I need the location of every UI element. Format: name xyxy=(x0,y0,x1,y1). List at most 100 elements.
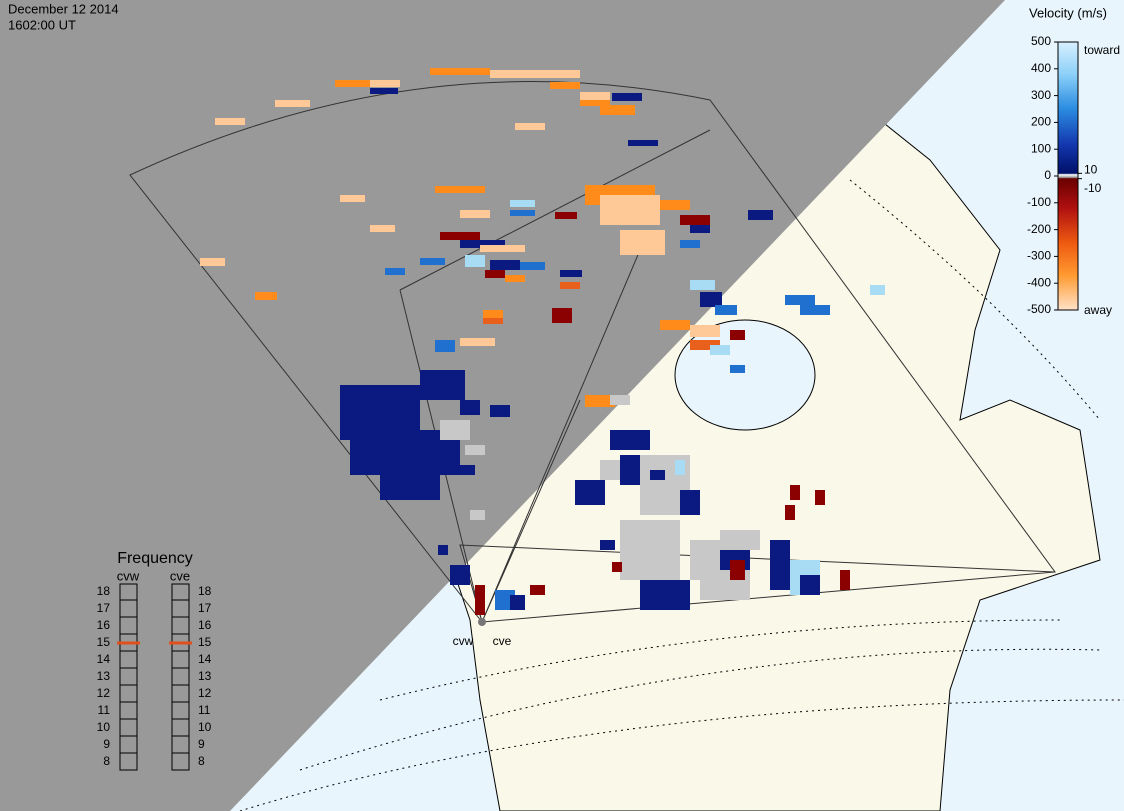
velocity-cell xyxy=(465,255,485,267)
velocity-colorbar xyxy=(1057,41,1079,311)
velocity-cell xyxy=(690,340,720,350)
velocity-cell xyxy=(438,545,448,555)
colorbar-inner-label: 10 xyxy=(1084,162,1098,176)
velocity-cell xyxy=(530,585,545,595)
velocity-cell xyxy=(370,80,400,87)
frequency-radar-name: cve xyxy=(170,568,190,583)
velocity-cell xyxy=(585,395,615,407)
velocity-cell xyxy=(430,68,490,75)
velocity-cell xyxy=(505,275,525,282)
velocity-cell xyxy=(870,285,885,295)
velocity-cell xyxy=(800,305,830,315)
velocity-cell xyxy=(575,480,605,505)
velocity-cell xyxy=(720,530,760,550)
velocity-cell xyxy=(490,260,520,270)
velocity-cell xyxy=(700,292,722,307)
velocity-cell xyxy=(510,210,535,216)
colorbar-tick-label: -400 xyxy=(1027,275,1051,289)
velocity-cell xyxy=(748,210,773,220)
velocity-cell xyxy=(510,200,535,207)
velocity-cell xyxy=(690,325,720,337)
frequency-tick-label: 16 xyxy=(97,618,111,632)
velocity-cell xyxy=(520,262,545,270)
velocity-cell xyxy=(730,560,745,580)
colorbar-tick-label: 300 xyxy=(1031,88,1051,102)
frequency-tick-label: 13 xyxy=(198,669,212,683)
velocity-cell xyxy=(200,258,225,266)
velocity-cell xyxy=(255,292,277,300)
velocity-cell xyxy=(675,460,685,475)
velocity-cell xyxy=(435,340,455,352)
velocity-cell xyxy=(610,395,630,405)
velocity-cell xyxy=(690,280,715,290)
frequency-tick-label: 10 xyxy=(97,720,111,734)
velocity-cell xyxy=(620,230,665,255)
velocity-cell xyxy=(490,405,510,417)
velocity-cell xyxy=(485,270,505,278)
date: December 12 2014 xyxy=(8,1,119,16)
frequency-tick-label: 11 xyxy=(198,703,211,717)
velocity-cell xyxy=(515,123,545,130)
colorbar-tick-label: 200 xyxy=(1031,115,1051,129)
velocity-cell xyxy=(815,490,825,505)
velocity-cell xyxy=(650,470,665,480)
velocity-cell xyxy=(600,195,660,225)
frequency-tick-label: 12 xyxy=(97,686,111,700)
frequency-tick-label: 10 xyxy=(198,720,212,734)
velocity-cell xyxy=(620,520,680,580)
velocity-cell xyxy=(840,570,850,590)
colorbar-tick-label: 0 xyxy=(1044,168,1051,182)
velocity-cell xyxy=(450,565,470,585)
frequency-radar-name: cvw xyxy=(117,568,140,583)
velocity-cell xyxy=(640,580,690,610)
velocity-cell xyxy=(612,93,642,101)
velocity-cell xyxy=(680,240,700,248)
colorbar-tick-label: -200 xyxy=(1027,222,1051,236)
velocity-cell xyxy=(420,258,445,265)
frequency-tick-label: 9 xyxy=(103,737,110,751)
velocity-cell xyxy=(275,100,310,107)
velocity-cell xyxy=(440,420,470,440)
velocity-cell xyxy=(435,186,485,193)
frequency-tick-label: 18 xyxy=(97,584,111,598)
velocity-cell xyxy=(480,245,525,252)
velocity-cell xyxy=(690,225,710,233)
velocity-cell xyxy=(340,195,365,202)
time: 1602:00 UT xyxy=(8,17,76,32)
velocity-cell xyxy=(680,215,710,225)
velocity-cell xyxy=(800,575,820,595)
velocity-cell xyxy=(470,510,485,520)
colorbar-tick-label: -100 xyxy=(1027,195,1051,209)
velocity-cell xyxy=(660,320,690,330)
velocity-cell xyxy=(610,430,650,450)
velocity-cell xyxy=(730,330,745,340)
frequency-title: Frequency xyxy=(117,550,193,567)
velocity-cell xyxy=(790,485,800,500)
velocity-cell xyxy=(483,318,503,324)
frequency-tick-label: 12 xyxy=(198,686,212,700)
velocity-cell xyxy=(580,92,610,100)
velocity-cell xyxy=(445,370,465,400)
velocity-cell xyxy=(385,268,405,275)
velocity-cell xyxy=(628,140,658,146)
colorbar-tick-label: -300 xyxy=(1027,249,1051,263)
frequency-tick-label: 17 xyxy=(97,601,111,615)
velocity-cell xyxy=(550,82,580,89)
velocity-cell xyxy=(710,345,730,355)
radar-label: cve xyxy=(493,634,512,648)
colorbar-tick-label: 400 xyxy=(1031,61,1051,75)
velocity-cell xyxy=(460,400,480,415)
velocity-cell xyxy=(770,540,790,590)
velocity-cell xyxy=(660,200,690,210)
velocity-cell xyxy=(680,490,700,515)
velocity-cell xyxy=(455,465,475,475)
velocity-cell xyxy=(370,88,398,94)
frequency-tick-label: 8 xyxy=(198,754,205,768)
velocity-cell xyxy=(730,365,745,373)
velocity-cell xyxy=(612,562,622,572)
velocity-cell xyxy=(460,338,495,346)
velocity-cell xyxy=(440,232,480,240)
velocity-cell xyxy=(335,80,370,87)
frequency-tick-label: 15 xyxy=(97,635,111,649)
